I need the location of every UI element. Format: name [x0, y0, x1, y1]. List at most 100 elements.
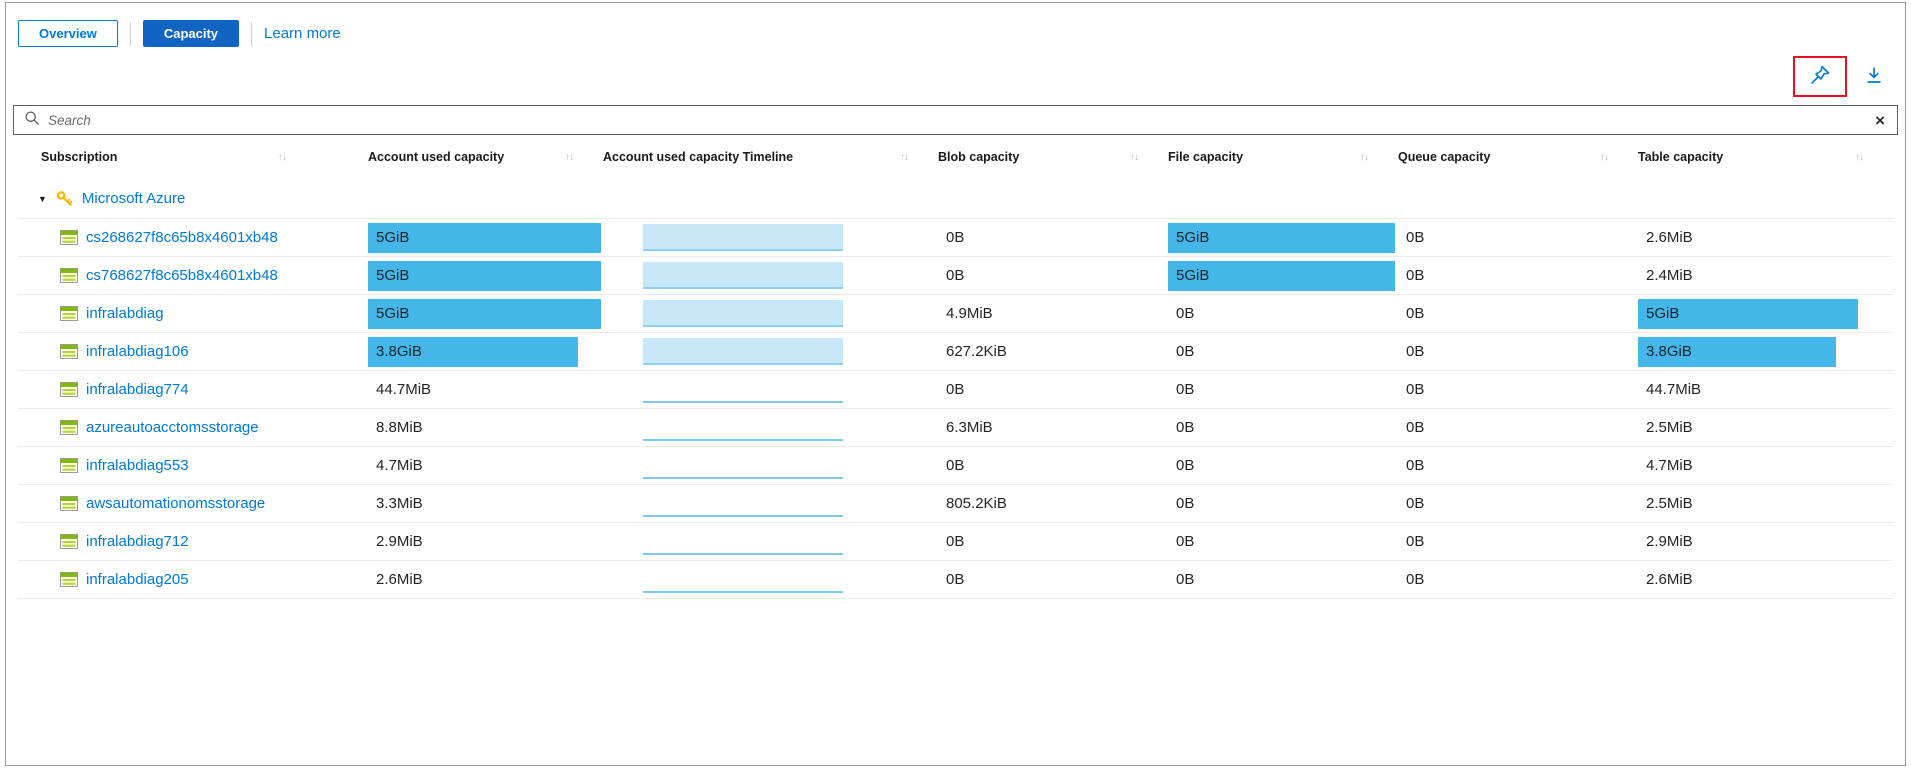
sort-icon[interactable]: ↑↓: [900, 151, 909, 163]
tab-divider: [251, 21, 253, 46]
sort-icon[interactable]: ↑↓: [1600, 151, 1609, 163]
timeline-sparkline: [643, 414, 843, 441]
used-capacity-cell: 8.8MiB: [368, 409, 603, 446]
search-bar[interactable]: ×: [13, 105, 1898, 135]
subscription-cell: cs268627f8c65b8x4601xb48: [18, 219, 368, 256]
value-text: 2.9MiB: [376, 533, 423, 550]
capacity-bar: 5GiB: [1168, 222, 1395, 253]
file-capacity-cell: 5GiB: [1168, 219, 1398, 256]
column-header-file-capacity[interactable]: File capacity ↑↓: [1168, 135, 1398, 179]
used-capacity-cell: 5GiB: [368, 295, 603, 332]
file-capacity-cell: 0B: [1168, 523, 1398, 560]
timeline-cell: [603, 371, 938, 408]
sort-icon[interactable]: ↑↓: [1360, 151, 1369, 163]
queue-capacity-cell: 0B: [1398, 561, 1638, 598]
learn-more-link[interactable]: Learn more: [264, 25, 341, 42]
file-capacity-cell: 0B: [1168, 447, 1398, 484]
blob-capacity-cell: 805.2KiB: [938, 485, 1168, 522]
storage-account-icon: [60, 534, 78, 549]
table-row: infralabdiag 5GiB 4.9MiB 0B 0B 5GiB: [18, 295, 1893, 333]
timeline-cell: [603, 409, 938, 446]
value-text: 0B: [946, 381, 965, 398]
download-icon: [1863, 64, 1885, 89]
table-capacity-cell: 2.5MiB: [1638, 409, 1893, 446]
column-label: Account used capacity Timeline: [603, 150, 794, 164]
column-header-blob-capacity[interactable]: Blob capacity ↑↓: [938, 135, 1168, 179]
value-text: 0B: [1406, 267, 1425, 284]
storage-account-icon: [60, 420, 78, 435]
capacity-bar: 3.8GiB: [1638, 336, 1836, 367]
column-header-table-capacity[interactable]: Table capacity ↑↓: [1638, 135, 1893, 179]
blob-capacity-cell: 0B: [938, 447, 1168, 484]
table-capacity-cell: 2.5MiB: [1638, 485, 1893, 522]
table-row: cs268627f8c65b8x4601xb48 5GiB 0B 5GiB 0B 2.6M…: [18, 219, 1893, 257]
storage-account-link[interactable]: infralabdiag: [86, 305, 164, 322]
subscription-key-icon: [56, 190, 73, 207]
blob-capacity-cell: 0B: [938, 257, 1168, 294]
column-label: Queue capacity: [1398, 150, 1491, 164]
storage-account-icon: [60, 306, 78, 321]
value-text: 0B: [946, 571, 965, 588]
search-input[interactable]: [48, 112, 1866, 128]
subscription-cell: infralabdiag712: [18, 523, 368, 560]
timeline-sparkline: [643, 262, 843, 289]
value-text: 2.4MiB: [1646, 267, 1693, 284]
value-text: 0B: [1406, 343, 1425, 360]
download-button[interactable]: [1859, 62, 1889, 91]
storage-account-link[interactable]: cs768627f8c65b8x4601xb48: [86, 267, 278, 284]
column-header-subscription[interactable]: Subscription ↑↓: [18, 135, 368, 179]
blob-capacity-cell: 0B: [938, 371, 1168, 408]
subscription-link[interactable]: Microsoft Azure: [81, 190, 186, 207]
value-text: 0B: [946, 533, 965, 550]
storage-account-link[interactable]: infralabdiag205: [86, 571, 189, 588]
sort-icon[interactable]: ↑↓: [1130, 151, 1139, 163]
storage-account-link[interactable]: infralabdiag106: [86, 343, 189, 360]
value-text: 2.6MiB: [376, 571, 423, 588]
value-text: 0B: [946, 267, 965, 284]
storage-account-link[interactable]: cs268627f8c65b8x4601xb48: [86, 229, 278, 246]
storage-account-link[interactable]: awsautomationomsstorage: [86, 495, 266, 512]
queue-capacity-cell: 0B: [1398, 485, 1638, 522]
value-text: 0B: [1406, 457, 1425, 474]
timeline-sparkline: [643, 452, 843, 479]
pin-button[interactable]: [1804, 61, 1836, 92]
capacity-bar: 5GiB: [368, 298, 601, 329]
subscription-cell: infralabdiag106: [18, 333, 368, 370]
file-capacity-cell: 5GiB: [1168, 257, 1398, 294]
table-body: cs268627f8c65b8x4601xb48 5GiB 0B 5GiB 0B 2.6M…: [6, 219, 1905, 599]
collapse-chevron-icon[interactable]: ▼: [38, 193, 47, 204]
tab-overview[interactable]: Overview: [18, 20, 118, 47]
storage-account-link[interactable]: azureautoacctomsstorage: [86, 419, 259, 436]
column-label: File capacity: [1168, 150, 1244, 164]
storage-account-link[interactable]: infralabdiag712: [86, 533, 189, 550]
value-text: 44.7MiB: [376, 381, 432, 398]
table-row: infralabdiag712 2.9MiB 0B 0B 0B 2.9MiB: [18, 523, 1893, 561]
subscription-cell: azureautoacctomsstorage: [18, 409, 368, 446]
table-capacity-cell: 5GiB: [1638, 295, 1893, 332]
value-text: 0B: [1176, 571, 1195, 588]
column-header-account-used-capacity[interactable]: Account used capacity ↑↓: [368, 135, 603, 179]
file-capacity-cell: 0B: [1168, 409, 1398, 446]
timeline-cell: [603, 333, 938, 370]
column-header-queue-capacity[interactable]: Queue capacity ↑↓: [1398, 135, 1638, 179]
tab-capacity[interactable]: Capacity: [142, 20, 240, 47]
value-text: 0B: [1176, 343, 1195, 360]
sort-icon[interactable]: ↑↓: [1855, 151, 1864, 163]
group-row-microsoft-azure[interactable]: ▼ Microsoft Azure: [18, 179, 1893, 219]
sort-icon[interactable]: ↑↓: [278, 151, 287, 163]
timeline-sparkline: [643, 376, 843, 403]
column-header-account-used-capacity-timeline[interactable]: Account used capacity Timeline ↑↓: [603, 135, 938, 179]
queue-capacity-cell: 0B: [1398, 219, 1638, 256]
storage-account-icon: [60, 572, 78, 587]
value-text: 4.9MiB: [946, 305, 993, 322]
value-text: 0B: [1176, 457, 1195, 474]
table-capacity-cell: 3.8GiB: [1638, 333, 1893, 370]
storage-account-link[interactable]: infralabdiag553: [86, 457, 189, 474]
storage-account-link[interactable]: infralabdiag774: [86, 381, 189, 398]
value-text: 6.3MiB: [946, 419, 993, 436]
clear-search-icon[interactable]: ×: [1875, 110, 1885, 130]
table-row: infralabdiag774 44.7MiB 0B 0B 0B 44.7MiB: [18, 371, 1893, 409]
queue-capacity-cell: 0B: [1398, 295, 1638, 332]
sort-icon[interactable]: ↑↓: [565, 151, 574, 163]
timeline-cell: [603, 447, 938, 484]
